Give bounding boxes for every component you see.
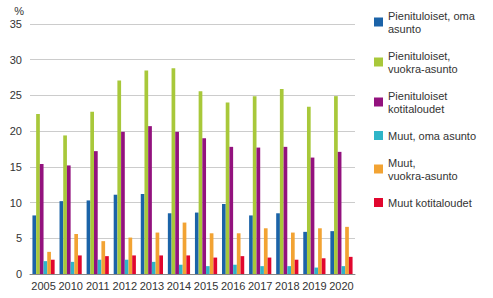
- svg-text:vuokra-asunto: vuokra-asunto: [388, 63, 458, 75]
- svg-text:Pienituloiset: Pienituloiset: [388, 90, 450, 102]
- svg-text:2013: 2013: [140, 280, 164, 292]
- svg-text:2018: 2018: [275, 280, 299, 292]
- svg-text:2011: 2011: [86, 280, 110, 292]
- svg-text:2016: 2016: [221, 280, 245, 292]
- svg-text:2010: 2010: [58, 280, 82, 292]
- svg-text:25: 25: [10, 89, 22, 101]
- svg-text:vuokra-asunto: vuokra-asunto: [388, 170, 458, 182]
- svg-text:2015: 2015: [194, 280, 218, 292]
- svg-text:2020: 2020: [329, 280, 353, 292]
- svg-text:2005: 2005: [31, 280, 55, 292]
- svg-text:10: 10: [10, 197, 22, 209]
- svg-text:15: 15: [10, 161, 22, 173]
- svg-text:2019: 2019: [302, 280, 326, 292]
- svg-text:Muut, oma asunto: Muut, oma asunto: [388, 130, 476, 142]
- svg-text:20: 20: [10, 125, 22, 137]
- svg-text:Pienituloiset,: Pienituloiset,: [388, 50, 453, 62]
- svg-text:Pienituloiset, oma: Pienituloiset, oma: [388, 10, 478, 22]
- svg-text:5: 5: [16, 232, 22, 244]
- svg-text:2012: 2012: [113, 280, 137, 292]
- svg-text:%: %: [14, 5, 24, 17]
- svg-text:Muut,: Muut,: [388, 157, 419, 169]
- svg-text:2014: 2014: [167, 280, 191, 292]
- svg-text:Muut kotitaloudet: Muut kotitaloudet: [388, 197, 472, 209]
- svg-text:kotitaloudet: kotitaloudet: [388, 103, 444, 115]
- svg-text:0: 0: [16, 268, 22, 280]
- svg-text:35: 35: [10, 18, 22, 30]
- svg-text:2017: 2017: [248, 280, 272, 292]
- svg-text:asunto: asunto: [388, 23, 421, 35]
- svg-text:30: 30: [10, 54, 22, 66]
